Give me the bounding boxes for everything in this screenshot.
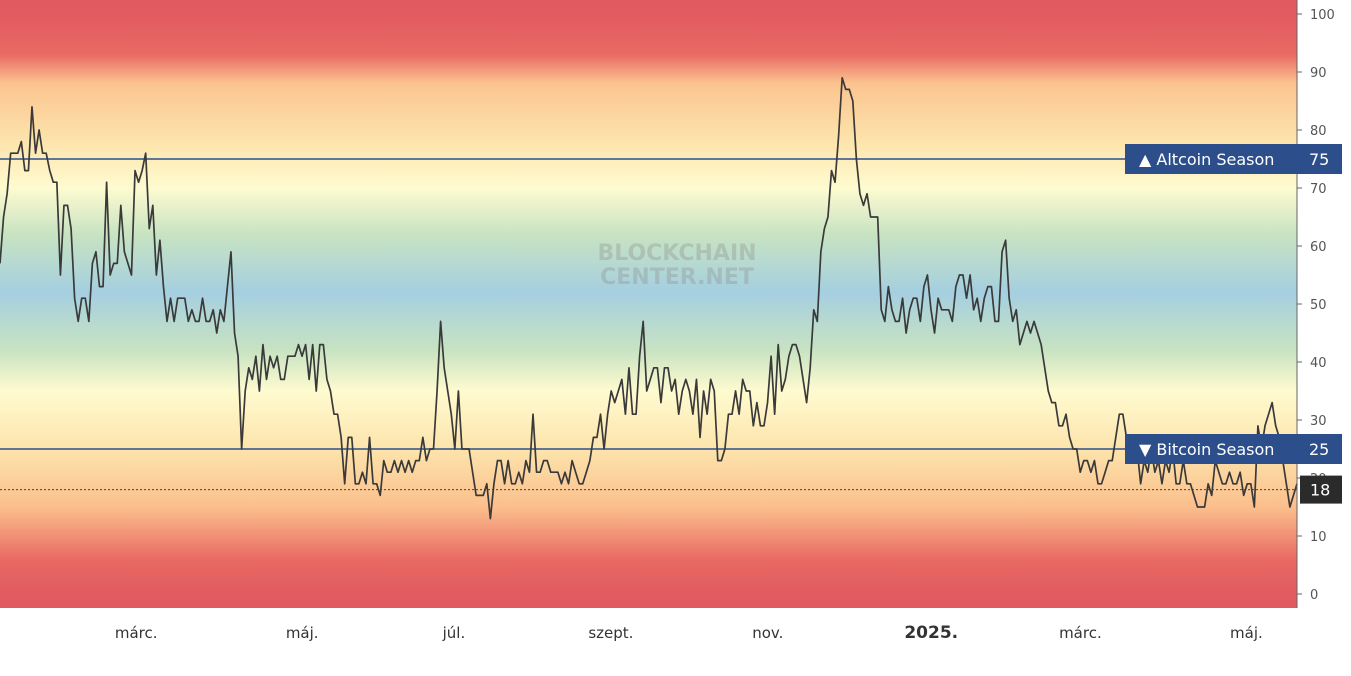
y-tick-label-10: 10 [1310, 530, 1327, 545]
threshold-tag-value: 25 [1309, 440, 1329, 459]
value-tags: ▲ Altcoin Season 75 ▼ Bitcoin Season 25 18 [1125, 144, 1342, 504]
y-tick-label-40: 40 [1310, 356, 1327, 371]
x-tick-label-1: máj. [286, 624, 319, 642]
x-axis-ticks: márc. máj. júl. szept. nov. 2025. márc. máj. [115, 623, 1263, 643]
watermark-line-2: CENTER.NET [600, 265, 754, 290]
y-tick-label-0: 0 [1310, 588, 1318, 603]
reference-lines [0, 158, 1297, 491]
current-value-tag-bg [1300, 475, 1342, 504]
y-tick-label-100: 100 [1310, 8, 1335, 23]
y-tick-label-30: 30 [1310, 414, 1327, 429]
watermark: BLOCKCHAIN CENTER.NET [597, 241, 756, 290]
x-tick-label-7: máj. [1230, 624, 1263, 642]
x-tick-label-5: 2025. [904, 623, 958, 643]
threshold-tag-value: 75 [1309, 150, 1329, 169]
threshold-tag-label: ▼ Bitcoin Season [1139, 440, 1274, 459]
y-tick-label-60: 60 [1310, 240, 1327, 255]
y-axis-ticks: 0102030405060708090100 [1297, 8, 1335, 603]
threshold-tag-bg [1125, 434, 1342, 464]
threshold-tag-label: ▲ Altcoin Season [1139, 150, 1274, 169]
x-tick-label-4: nov. [752, 624, 783, 642]
threshold-tag-25: ▼ Bitcoin Season 25 [1125, 434, 1342, 464]
current-value-tag: 18 [1300, 475, 1342, 504]
y-tick-label-50: 50 [1310, 298, 1327, 313]
plot-background [0, 0, 1297, 608]
y-tick-label-80: 80 [1310, 124, 1327, 139]
y-tick-label-90: 90 [1310, 66, 1327, 81]
threshold-tag-75: ▲ Altcoin Season 75 [1125, 144, 1342, 174]
current-value-tag-value: 18 [1310, 481, 1330, 500]
x-tick-label-6: márc. [1059, 624, 1102, 642]
series-line-0 [0, 76, 1298, 520]
threshold-tag-bg [1125, 144, 1342, 174]
series-layer [0, 76, 1298, 520]
x-tick-label-3: szept. [588, 624, 633, 642]
y-tick-label-70: 70 [1310, 182, 1327, 197]
watermark-line-1: BLOCKCHAIN [597, 241, 756, 266]
x-tick-label-2: júl. [442, 624, 466, 642]
x-tick-label-0: márc. [115, 624, 158, 642]
